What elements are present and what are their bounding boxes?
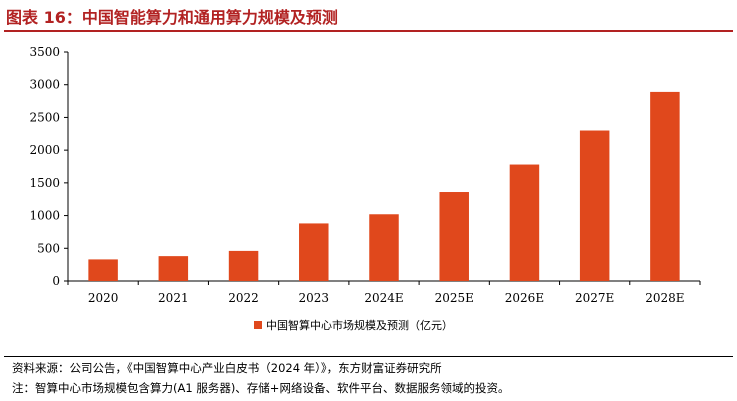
x-tick-label: 2021 [158,291,189,305]
y-axis: 0 500 1000 1500 2000 2500 3000 3500 [29,45,69,288]
x-tick-label: 2027E [575,291,614,305]
figure-title: 图表 16：中国智能算力和通用算力规模及预测 [6,8,338,27]
y-tick-label: 0 [52,274,60,288]
x-tick-label: 2024E [364,291,403,305]
bar [439,192,469,281]
title-divider [4,30,733,32]
bar [650,91,680,281]
y-tick-label: 1500 [29,176,60,190]
x-tick-label: 2023 [299,291,330,305]
y-tick-label: 2000 [29,143,60,157]
y-tick-label: 1000 [29,209,60,223]
y-tick-label: 3000 [29,78,60,92]
legend: 中国智算中心市场规模及预测（亿元） [254,318,453,332]
x-tick-label: 2028E [645,291,684,305]
bar [369,214,399,281]
notes-divider [4,356,733,357]
bar [509,164,540,281]
bar [88,259,118,281]
source-note: 资料来源：公司公告，《中国智算中心产业白皮书（2024 年）》，东方财富证券研究… [12,361,442,375]
bar-series [88,91,680,281]
bar [579,130,610,281]
footnote: 注：智算中心市场规模包含算力(A1 服务器)、存储+网络设备、软件平台、数据服务… [12,381,510,395]
x-tick-label: 2020 [88,291,119,305]
x-tick-label: 2022 [228,291,259,305]
y-tick-label: 2500 [29,110,60,124]
bar [299,223,329,281]
x-tick-label: 2025E [435,291,474,305]
y-tick-label: 500 [37,241,60,255]
x-axis: 2020 2021 2022 2023 2024E 2025E 2026E 2027E 2028… [67,280,701,305]
x-tick-label: 2026E [505,291,544,305]
y-tick-label: 3500 [29,45,60,59]
legend-label: 中国智算中心市场规模及预测（亿元） [266,318,453,332]
bar [158,256,189,281]
bar [228,250,259,281]
legend-swatch [254,321,262,329]
